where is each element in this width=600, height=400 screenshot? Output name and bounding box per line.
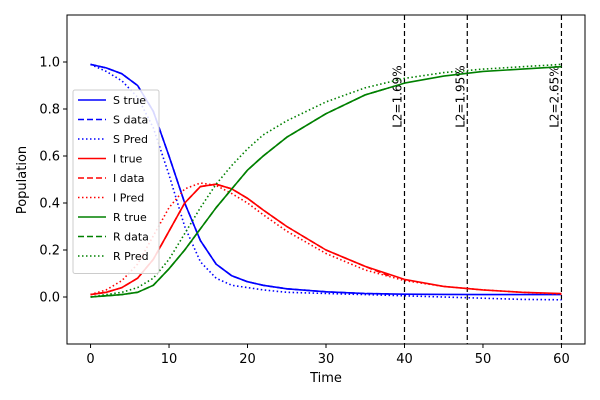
series-i-pred-line [90, 182, 562, 296]
legend-box [72, 89, 160, 274]
legend-label: R true [113, 211, 147, 224]
y-tick-label: 1.0 [39, 56, 60, 71]
x-tick-label: 50 [475, 352, 492, 367]
legend-label: I data [113, 172, 145, 185]
series-i-data-line [90, 183, 390, 296]
threshold-lines: L2=1.69% L2=1.95% L2=2.65% [390, 15, 563, 344]
legend-label: I true [113, 153, 143, 166]
y-axis-title: Population [15, 146, 30, 214]
l2-error-label: L2=1.69% [390, 65, 404, 128]
y-tick-label: 0.0 [39, 291, 60, 306]
x-axis-title: Time [309, 371, 342, 386]
x-tick-label: 60 [553, 352, 570, 367]
legend-label: S data [113, 114, 148, 127]
x-axis: 0 10 20 30 40 50 60 [86, 344, 570, 367]
series-s-data-line [90, 63, 389, 295]
x-tick-label: 30 [318, 352, 335, 367]
series-s-pred-line [90, 63, 562, 301]
y-tick-label: 0.4 [39, 197, 60, 212]
y-tick-label: 0.6 [39, 150, 60, 165]
y-tick-label: 0.2 [39, 244, 60, 259]
l2-error-label: L2=2.65% [547, 65, 561, 128]
x-tick-label: 40 [396, 352, 413, 367]
series-r-data-line [90, 87, 390, 298]
legend-label: S Pred [113, 133, 148, 146]
legend-label: I Pred [113, 192, 144, 205]
x-tick-label: 0 [86, 352, 94, 367]
x-tick-label: 20 [239, 352, 256, 367]
legend-label: R Pred [113, 250, 149, 263]
l2-error-label: L2=1.95% [453, 65, 467, 127]
y-tick-label: 0.8 [39, 103, 60, 118]
legend: S true S data S Pred I true I data I Pred R tr… [72, 89, 160, 274]
x-tick-label: 10 [161, 352, 178, 367]
legend-label: R data [113, 231, 149, 244]
y-axis: 0.0 0.2 0.4 0.6 0.8 1.0 [39, 56, 67, 306]
legend-label: S true [113, 94, 146, 107]
